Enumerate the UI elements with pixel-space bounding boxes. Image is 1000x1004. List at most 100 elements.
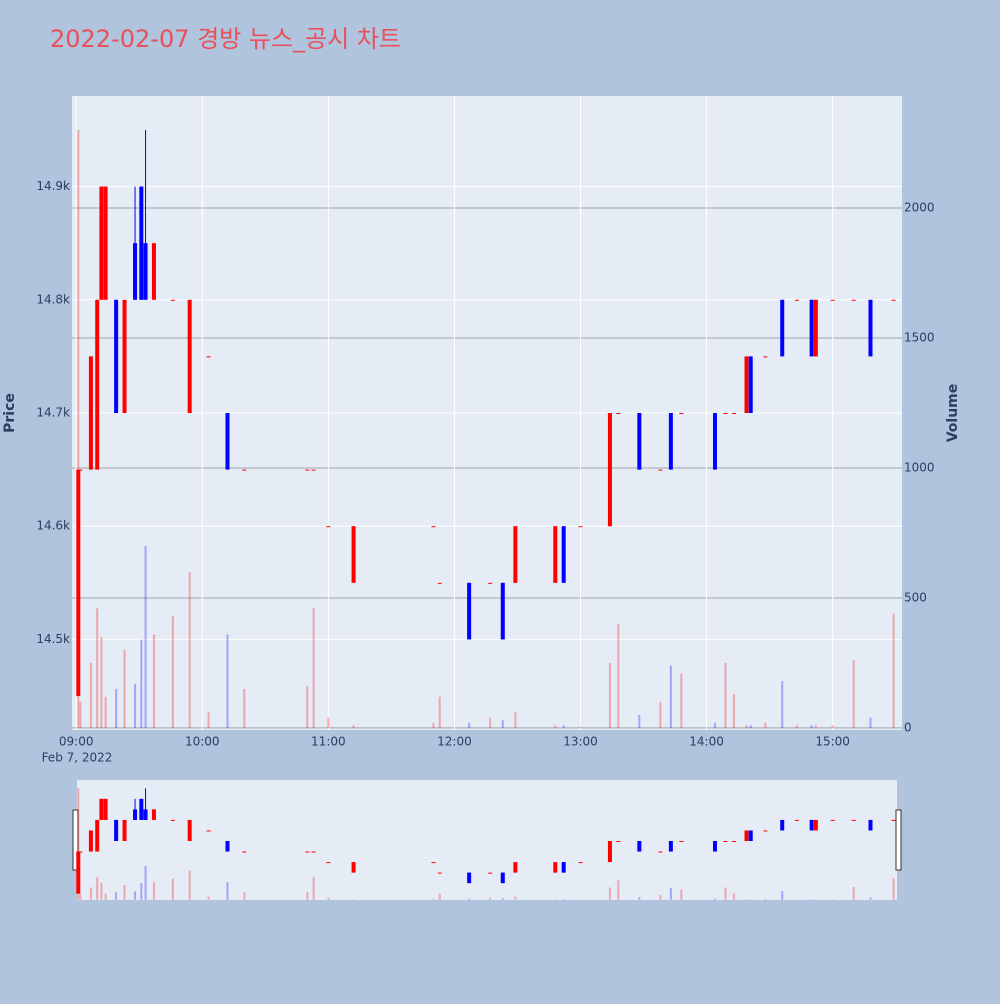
candle-body xyxy=(868,300,872,357)
volume-bar xyxy=(489,718,491,728)
volume-bar xyxy=(638,715,640,728)
volume-bar-mini xyxy=(638,897,640,899)
volume-bar xyxy=(468,723,470,728)
range-handle-right[interactable] xyxy=(896,810,901,870)
volume-bar xyxy=(90,663,92,728)
volume-bar xyxy=(306,686,308,728)
y2-tick-label: 1500 xyxy=(904,331,935,345)
candle-body xyxy=(133,243,137,300)
volume-bar-mini xyxy=(79,895,81,900)
volume-bar xyxy=(432,723,434,728)
candle-body xyxy=(579,526,583,527)
candle-body-mini xyxy=(123,820,127,841)
candle-body-mini xyxy=(810,820,814,831)
chart-title: 2022-02-07 경방 뉴스_공시 차트 xyxy=(50,25,401,53)
candle-body-mini xyxy=(637,841,641,852)
volume-bar-mini xyxy=(105,894,107,900)
candle-body xyxy=(749,356,753,413)
candle-body xyxy=(501,583,505,640)
volume-bar xyxy=(226,634,228,728)
volume-bar xyxy=(153,634,155,728)
volume-bar xyxy=(617,624,619,728)
x-tick-label: 13:00 xyxy=(563,735,598,749)
volume-bar-mini xyxy=(100,883,102,900)
candle-body-mini xyxy=(114,820,118,841)
volume-bar-mini xyxy=(714,899,716,900)
x-tick-label: 12:00 xyxy=(437,735,472,749)
volume-bar xyxy=(115,689,117,728)
volume-bar xyxy=(243,689,245,728)
volume-bar-mini xyxy=(893,878,895,899)
volume-bar-mini xyxy=(313,877,315,899)
candle-body xyxy=(326,526,330,527)
candle-body-mini xyxy=(305,852,309,853)
candle-body-mini xyxy=(562,862,566,873)
candle-body xyxy=(892,300,896,301)
candle-body-mini xyxy=(438,873,442,874)
candle-body-mini xyxy=(171,820,175,821)
volume-bar xyxy=(746,725,748,728)
volume-bar-mini xyxy=(189,871,191,900)
volume-bar xyxy=(140,640,142,728)
candle-body-mini xyxy=(852,820,856,821)
volume-bar-mini xyxy=(226,882,228,899)
volume-bar xyxy=(313,608,315,728)
volume-bar-mini xyxy=(502,898,504,899)
candle-body xyxy=(723,413,727,414)
volume-bar xyxy=(869,718,871,728)
volume-bar xyxy=(327,718,329,728)
y2-tick-label: 1000 xyxy=(904,460,935,474)
y2-tick-label: 2000 xyxy=(904,201,935,215)
candle-body xyxy=(188,300,192,413)
candle-body-mini xyxy=(608,841,612,862)
volume-bar-mini xyxy=(145,866,147,900)
volume-bar xyxy=(832,725,834,728)
y-tick-label: 14.7k xyxy=(36,406,70,420)
y-tick-label: 14.5k xyxy=(36,632,70,646)
volume-bar-mini xyxy=(609,888,611,900)
x-tick-label: 14:00 xyxy=(689,735,724,749)
candle-body-mini xyxy=(763,830,767,831)
volume-bar-mini xyxy=(489,898,491,900)
volume-bar xyxy=(815,725,817,728)
candle-body xyxy=(352,526,356,583)
y-tick-label: 14.8k xyxy=(36,292,70,306)
volume-bar xyxy=(353,725,355,728)
volume-bar xyxy=(100,637,102,728)
candle-body xyxy=(95,300,99,470)
volume-bar-mini xyxy=(733,893,735,899)
volume-bar xyxy=(208,712,210,728)
candle-body xyxy=(814,300,818,357)
volume-bar xyxy=(580,727,582,728)
volume-bar xyxy=(796,725,798,728)
candle-body-mini xyxy=(553,862,557,873)
volume-bar xyxy=(439,697,441,728)
volume-bar xyxy=(514,712,516,728)
candle-body xyxy=(438,583,442,584)
volume-bar xyxy=(811,725,813,728)
candle-body xyxy=(207,356,211,357)
candle-body-mini xyxy=(242,852,246,853)
volume-bar-mini xyxy=(134,891,136,899)
candle-body-mini xyxy=(579,862,583,863)
volume-bar xyxy=(145,546,147,728)
candle-body xyxy=(795,300,799,301)
candle-body-mini xyxy=(78,852,82,853)
candle-body xyxy=(467,583,471,640)
range-slider[interactable] xyxy=(77,780,897,900)
volume-bar xyxy=(124,650,126,728)
candle-body-mini xyxy=(732,841,736,842)
candle-body-mini xyxy=(745,830,749,841)
volume-bar-mini xyxy=(724,888,726,900)
candle-body xyxy=(225,413,229,470)
candle-body xyxy=(679,413,683,414)
candle-body xyxy=(513,526,517,583)
candle-body-mini xyxy=(658,852,662,853)
volume-bar xyxy=(189,572,191,728)
candle-body-mini xyxy=(139,799,143,820)
candle-body xyxy=(312,470,316,471)
volume-bar xyxy=(853,660,855,728)
volume-bar xyxy=(105,697,107,728)
candle-body xyxy=(831,300,835,301)
